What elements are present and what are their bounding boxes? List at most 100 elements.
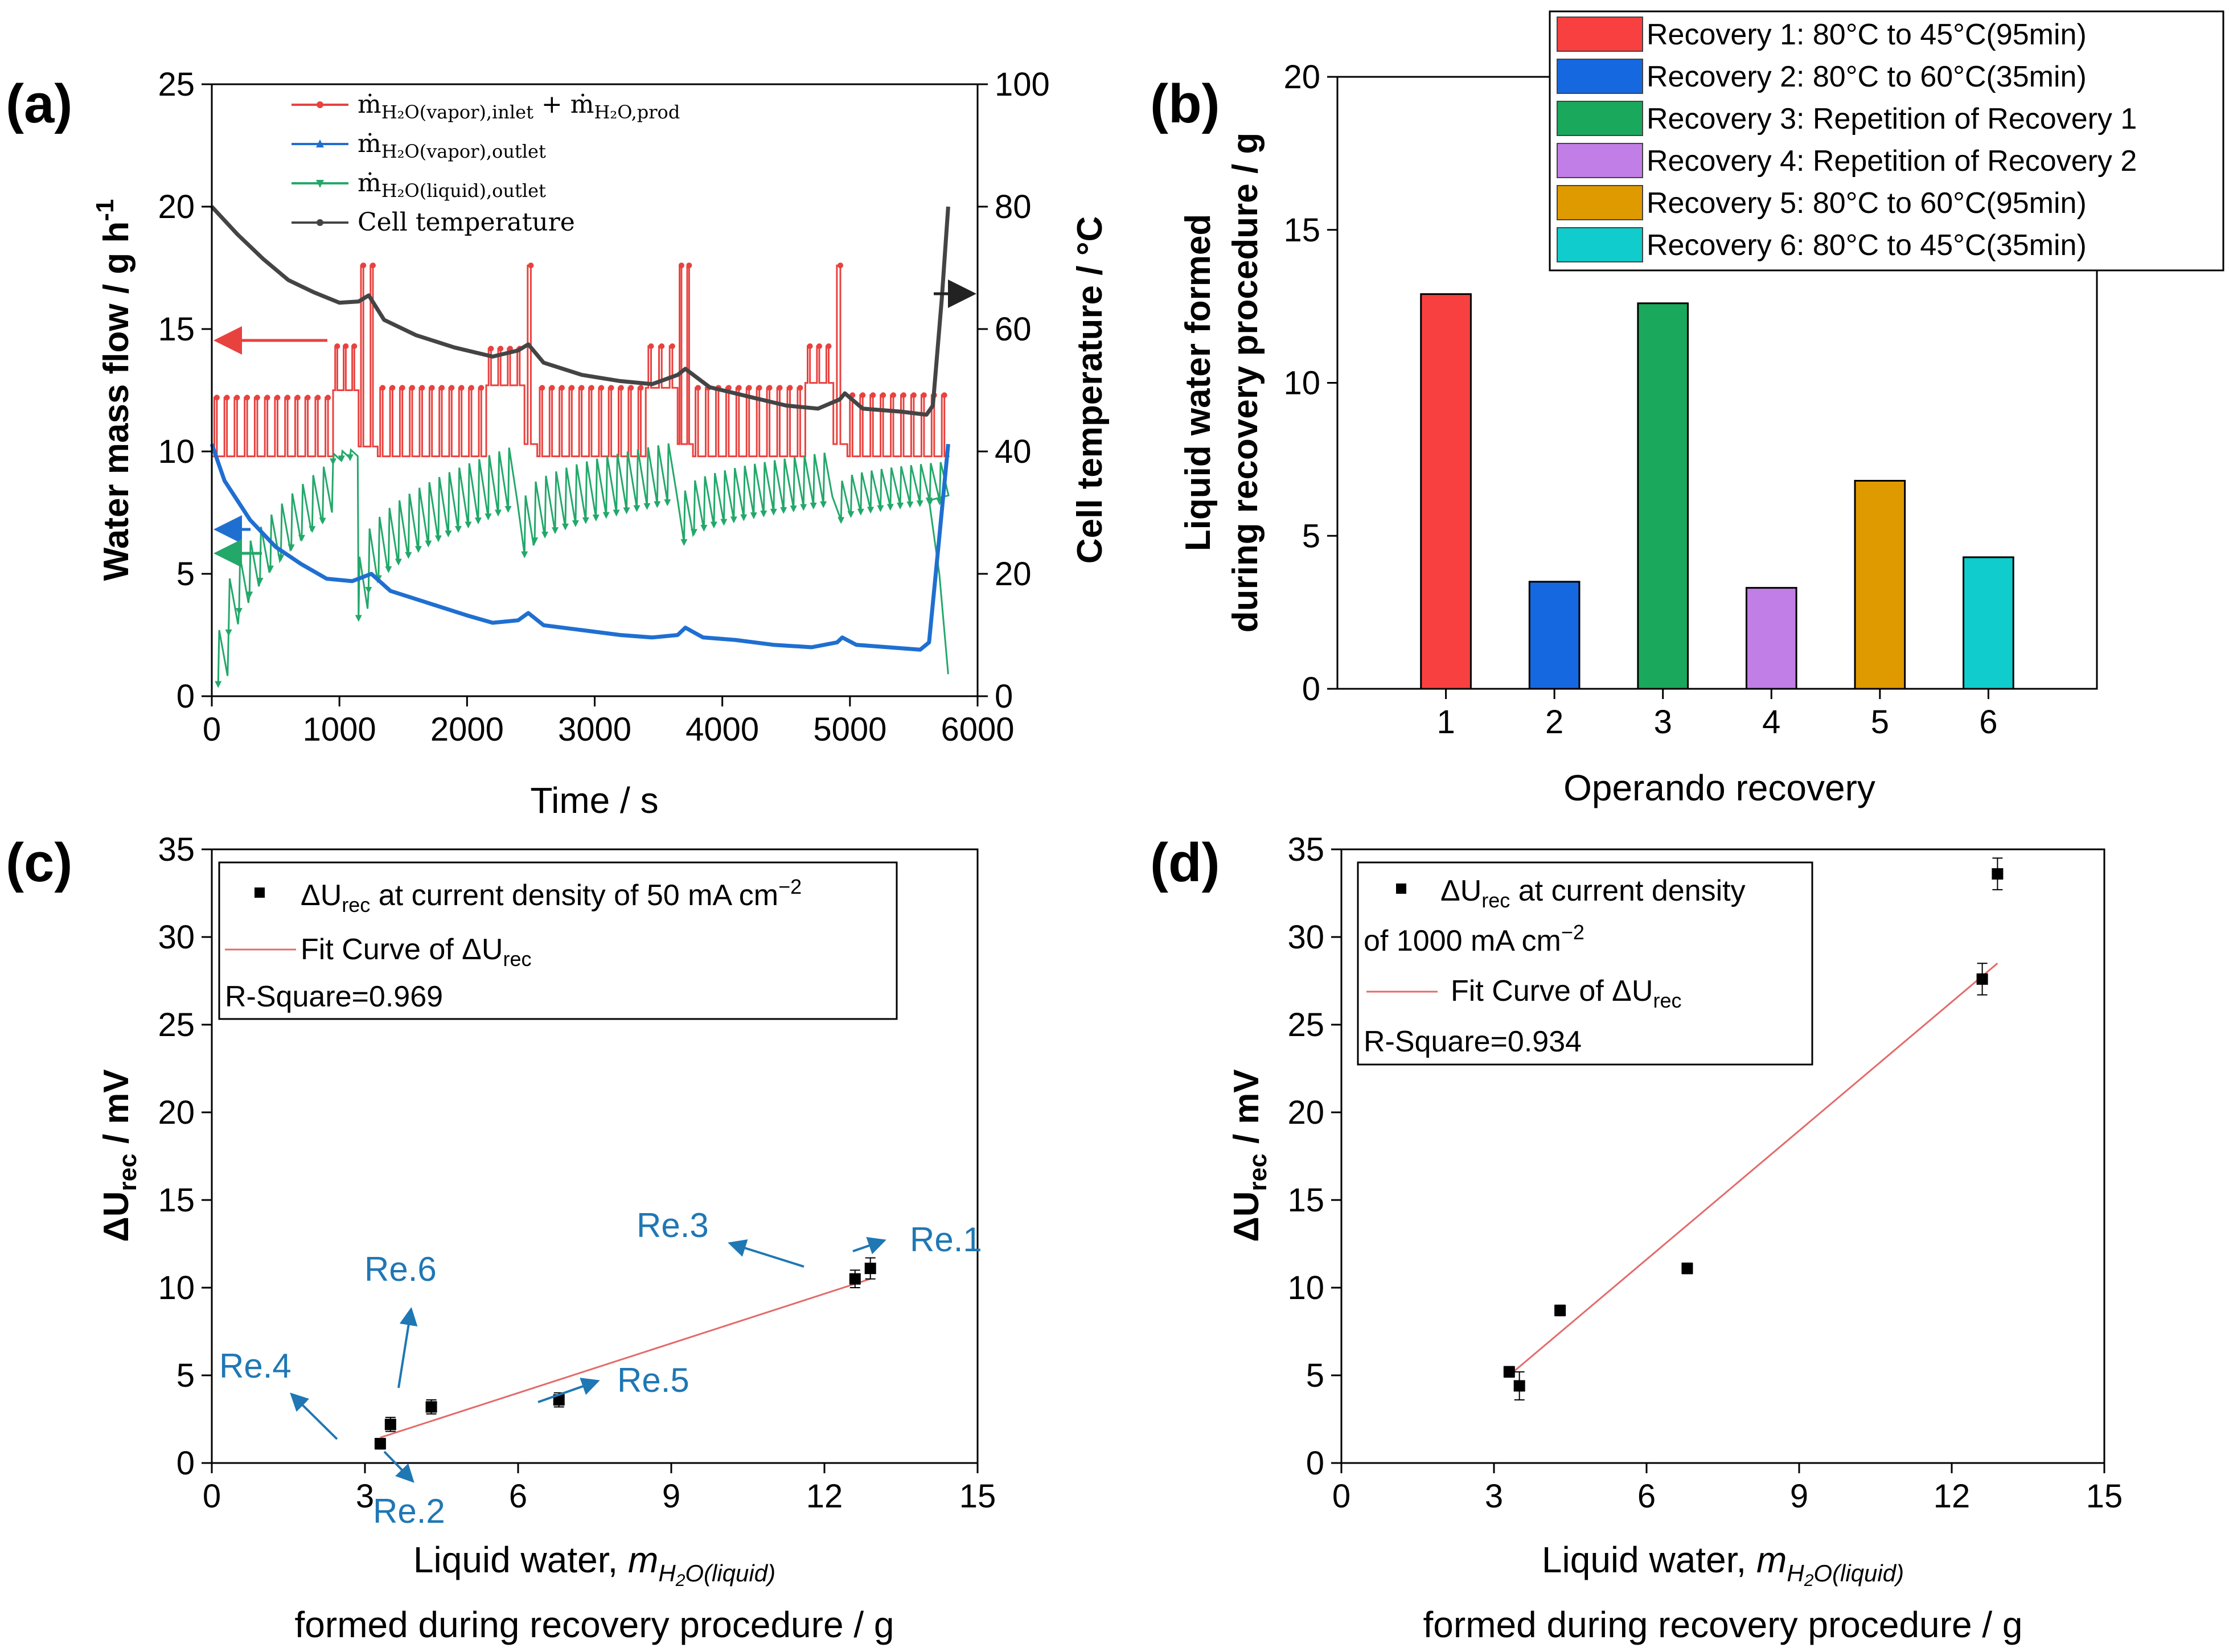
- panel-a-y-right-tick-label: 100: [995, 66, 1050, 103]
- panel-a-liquid-marker: [582, 517, 589, 524]
- panel-a-liquid-marker: [847, 511, 855, 519]
- panel-a-liquid-marker: [790, 506, 797, 513]
- panel-a-liquid-marker: [445, 531, 452, 538]
- panel-a-inlet-marker: [695, 385, 701, 391]
- panel-a-liquid-marker: [623, 507, 630, 515]
- panel-b-legend-label: Recovery 2: 80°C to 60°C(35min): [1647, 60, 2087, 93]
- panel-a-liquid-marker: [877, 505, 884, 512]
- panel-d-data-point: [1992, 857, 2004, 890]
- panel-c-y-ticks: 0 5 10 15 20 25 30 35: [158, 831, 212, 1482]
- panel-a-y-right-tick-label: 40: [995, 433, 1032, 470]
- panel-a-liquid-marker: [454, 526, 462, 533]
- panel-a-liquid-marker: [867, 507, 875, 514]
- panel-a-series-temperature: [210, 205, 950, 417]
- panel-a-inlet-marker: [638, 385, 644, 391]
- panel-c-point-marker: [849, 1273, 861, 1285]
- panel-c-fit-line: [380, 1278, 871, 1439]
- panel-a-inlet-marker: [528, 262, 534, 269]
- panel-a-liquid-marker: [256, 577, 264, 585]
- panel-d-data-point: [1513, 1371, 1525, 1401]
- panel-d-data-point: [1976, 963, 1988, 996]
- panel-d-legend-marker-label-line2: of 1000 mA cm−2: [1364, 920, 1584, 957]
- panel-b-x-tick-label: 1: [1436, 704, 1455, 741]
- panel-c-annotation-re2: Re.2: [373, 1492, 445, 1530]
- panel-a-inlet-marker: [628, 385, 634, 391]
- panel-a-legend-entry-inlet: ṁH₂O(vapor),inlet + ṁH₂O,prod: [292, 90, 680, 123]
- panel-b-bar-5: [1854, 480, 1906, 690]
- panel-a-liquid-marker: [710, 521, 717, 529]
- panel-d-y-tick-label: 5: [1306, 1357, 1324, 1394]
- panel-a-inlet-marker: [315, 394, 321, 401]
- panel-a-y-left-tick-label: 20: [158, 188, 195, 225]
- panel-a-inlet-marker: [578, 385, 585, 391]
- panel-a-liquid-marker: [434, 535, 442, 543]
- panel-d-y-ticks: 0 5 10 15 20 25 30 35: [1287, 831, 1341, 1482]
- panel-c-frame: [211, 848, 979, 1464]
- panel-d-legend-box: [1357, 861, 1813, 1066]
- panel-c-x-tick-label: 9: [662, 1478, 680, 1515]
- panel-c-annotation-re3-arrow: [728, 1239, 804, 1268]
- panel-a-liquid-marker: [633, 505, 641, 512]
- panel-a-liquid-marker: [592, 514, 600, 521]
- panel-a-inlet-marker: [659, 343, 665, 350]
- panel-a-legend-label-vapor-outlet: ṁH₂O(vapor),outlet: [358, 129, 546, 162]
- panel-a-inlet-marker: [498, 346, 504, 352]
- panel-a-liquid-marker: [664, 499, 671, 507]
- panel-a-liquid-marker: [355, 615, 362, 622]
- panel-c: (c) 0 3 6 9 12 15 0 5 10 15 20 25 30 35 ΔUrec / mV L…: [6, 831, 996, 1645]
- panel-a-inlet-marker: [449, 385, 455, 391]
- panel-a-liquid-marker: [838, 517, 845, 524]
- panel-b-x-tick-label: 3: [1654, 704, 1672, 741]
- panel-c-y-tick-label: 10: [158, 1269, 195, 1306]
- panel-a-inlet-marker: [608, 385, 614, 391]
- panel-b-x-ticks: 1 2 3 4 5 6: [1436, 689, 1998, 741]
- panel-a-inlet-marker: [890, 392, 897, 398]
- panel-d-x-tick-label: 3: [1485, 1478, 1503, 1515]
- panel-d-y-tick-label: 30: [1287, 919, 1324, 956]
- panel-c-legend-fit-label: Fit Curve of ΔUrec: [301, 933, 531, 971]
- panel-a-y-right-tick-label: 80: [995, 188, 1032, 225]
- panel-c-annotation-re6-arrow: [397, 1307, 418, 1388]
- panel-c-data-point: [425, 1399, 437, 1415]
- panel-d-point-marker: [1681, 1263, 1693, 1275]
- panel-b-bars: [1420, 293, 2014, 690]
- panel-a-y-right-tick-label: 60: [995, 311, 1032, 348]
- panel-b-y-ticks: 0 5 10 15 20: [1283, 59, 1337, 708]
- panel-c-x-ticks: 0 3 6 9 12 15: [203, 1463, 996, 1515]
- panel-c-legend: ΔUrec at current density of 50 mA cm−2 F…: [218, 861, 898, 1020]
- panel-a-inlet-marker: [360, 262, 367, 269]
- panel-c-y-axis-title: ΔUrec / mV: [97, 1069, 142, 1242]
- panel-a-liquid-marker: [740, 514, 748, 521]
- panel-a-x-ticks: 0 1000 2000 3000 4000 5000 6000: [203, 696, 1015, 748]
- panel-d-legend-rsquare: R-Square=0.934: [1364, 1025, 1582, 1058]
- panel-c-x-axis-title: Liquid water, mH2O(liquid): [413, 1539, 775, 1590]
- panel-a-inlet-marker: [678, 262, 684, 269]
- panel-a-liquid-marker: [561, 523, 569, 531]
- panel-a-inlet-marker: [921, 392, 927, 398]
- panel-c-label: (c): [6, 832, 72, 893]
- panel-d-y-tick-label: 10: [1287, 1269, 1324, 1306]
- panel-b-legend-swatch: [1557, 227, 1643, 262]
- panel-b-bar-2: [1528, 581, 1581, 690]
- panel-a-legend-label-liquid-outlet: ṁH₂O(liquid),outlet: [358, 169, 546, 202]
- panel-b-x-tick-label: 4: [1762, 704, 1780, 741]
- panel-b-legend-label: Recovery 5: 80°C to 60°C(95min): [1647, 187, 2087, 220]
- panel-c-point-marker: [425, 1401, 437, 1413]
- panel-a-legend-entry-temperature: Cell temperature: [292, 208, 575, 237]
- panel-d-x-ticks: 0 3 6 9 12 15: [1332, 1463, 2123, 1515]
- panel-a-inlet-marker: [429, 385, 435, 391]
- panel-a-inlet-marker: [777, 385, 783, 391]
- panel-a-liquid-marker: [246, 591, 253, 599]
- panel-c-annotation-re5-arrow: [537, 1378, 600, 1403]
- panel-a-liquid-marker: [906, 501, 914, 508]
- panel-a-legend-label-inlet: ṁH₂O(vapor),inlet + ṁH₂O,prod: [358, 90, 680, 123]
- panel-d-x-tick-label: 12: [1934, 1478, 1971, 1515]
- panel-a-series-area: [210, 205, 950, 688]
- panel-c-point-marker: [553, 1394, 565, 1406]
- panel-b-x-tick-label: 5: [1871, 704, 1889, 741]
- panel-a-liquid-marker: [800, 504, 807, 511]
- panel-a-liquid-marker: [521, 551, 528, 558]
- panel-c-annotation-re1-arrow: [852, 1237, 886, 1255]
- panel-d-y-axis-title: ΔUrec / mV: [1227, 1069, 1272, 1242]
- panel-a-x-tick-label: 2000: [430, 711, 504, 748]
